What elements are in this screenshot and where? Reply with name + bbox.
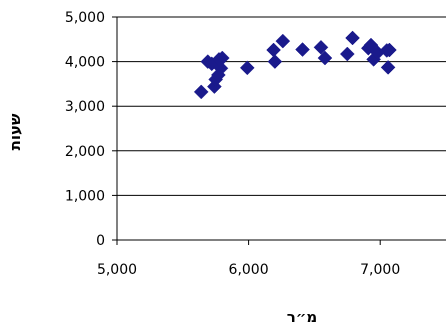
axes — [112, 16, 446, 245]
y-tick-label-3: 3,000 — [65, 99, 105, 115]
data-point-0-0 — [193, 84, 209, 100]
y-tick-label-5: 5,000 — [65, 10, 105, 26]
gridlines — [117, 16, 446, 196]
data-points — [193, 30, 397, 100]
data-point-0-7 — [213, 60, 229, 76]
y-axis-title: שעות — [6, 113, 24, 150]
data-point-0-10 — [266, 42, 281, 58]
y-tick-label-4: 4,000 — [65, 55, 105, 71]
data-point-0-23 — [380, 60, 396, 75]
tick-labels: 0 1,000 2,000 3,000 4,000 5,000 5,000 6,000 7,00… — [65, 10, 400, 278]
x-tick-label-2: 7,000 — [360, 262, 400, 278]
x-tick-label-1: 6,000 — [229, 262, 269, 278]
data-point-0-8 — [214, 50, 230, 66]
data-point-0-15 — [317, 50, 333, 66]
y-tick-label-0: 0 — [96, 233, 105, 249]
data-point-0-13 — [295, 42, 310, 57]
x-axis-title: מ״ר — [287, 308, 318, 326]
data-point-0-17 — [345, 30, 360, 46]
y-tick-label-2: 2,000 — [65, 144, 105, 160]
data-point-0-11 — [267, 54, 283, 69]
x-tick-label-0: 5,000 — [97, 262, 137, 278]
y-tick-label-1: 1,000 — [65, 188, 105, 204]
data-point-0-24 — [382, 42, 397, 58]
data-point-0-9 — [239, 60, 255, 76]
data-point-0-12 — [275, 33, 291, 49]
data-point-0-16 — [339, 46, 355, 62]
data-point-0-14 — [313, 39, 329, 55]
